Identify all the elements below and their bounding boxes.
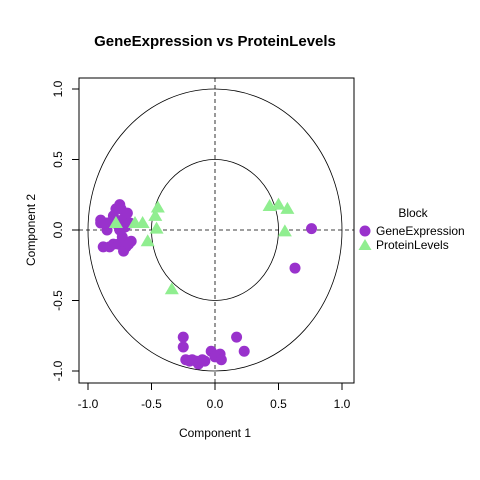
y-tick-label: 0.5	[51, 151, 65, 168]
gene-expression-point	[215, 354, 227, 366]
protein-levels-point	[280, 201, 295, 214]
gene-expression-point	[104, 241, 116, 253]
chart-title: GeneExpression vs ProteinLevels	[94, 33, 336, 50]
protein-levels-point	[108, 215, 123, 228]
gene-expression-point	[289, 262, 301, 274]
x-tick-label: -0.5	[141, 397, 162, 411]
gene-expression-point	[121, 207, 133, 219]
legend-marker-gene-expression	[359, 225, 371, 237]
y-tick-label: 0.0	[51, 221, 65, 238]
legend: Block GeneExpression ProteinLevels	[358, 206, 465, 252]
y-tick-label: -0.5	[51, 290, 65, 311]
x-axis: -1.0 -0.5 0.0 0.5 1.0	[78, 382, 351, 411]
gene-expression-point	[116, 231, 128, 243]
gene-expression-point	[238, 345, 250, 357]
y-axis-label: Component 2	[24, 194, 38, 266]
gene-expression-point	[231, 331, 243, 343]
protein-levels-point	[277, 224, 292, 237]
x-tick-label: 0.5	[270, 397, 287, 411]
y-tick-label: -1.0	[51, 360, 65, 381]
gene-expression-point	[125, 235, 137, 247]
y-axis: -1.0 -0.5 0.0 0.5 1.0	[51, 80, 80, 381]
gene-expression-point	[199, 355, 211, 367]
protein-levels-point	[140, 234, 155, 247]
x-axis-label: Component 1	[179, 426, 251, 440]
protein-levels-point	[164, 282, 179, 295]
y-tick-label: 1.0	[51, 80, 65, 97]
protein-levels-point	[150, 200, 165, 213]
protein-levels-point	[271, 197, 286, 210]
data-points	[95, 197, 318, 370]
x-tick-label: -1.0	[78, 397, 99, 411]
legend-marker-protein-levels	[358, 239, 372, 250]
x-tick-label: 0.0	[207, 397, 224, 411]
gene-expression-point	[177, 331, 189, 343]
protein-levels-point	[149, 221, 164, 234]
legend-label-gene-expression: GeneExpression	[376, 224, 465, 238]
gene-expression-point	[306, 223, 318, 235]
x-tick-label: 1.0	[334, 397, 351, 411]
protein-levels-point	[148, 208, 163, 221]
legend-label-protein-levels: ProteinLevels	[376, 238, 449, 252]
legend-title: Block	[398, 206, 428, 220]
protein-levels-point	[135, 215, 150, 228]
gene-expression-point	[177, 341, 189, 353]
